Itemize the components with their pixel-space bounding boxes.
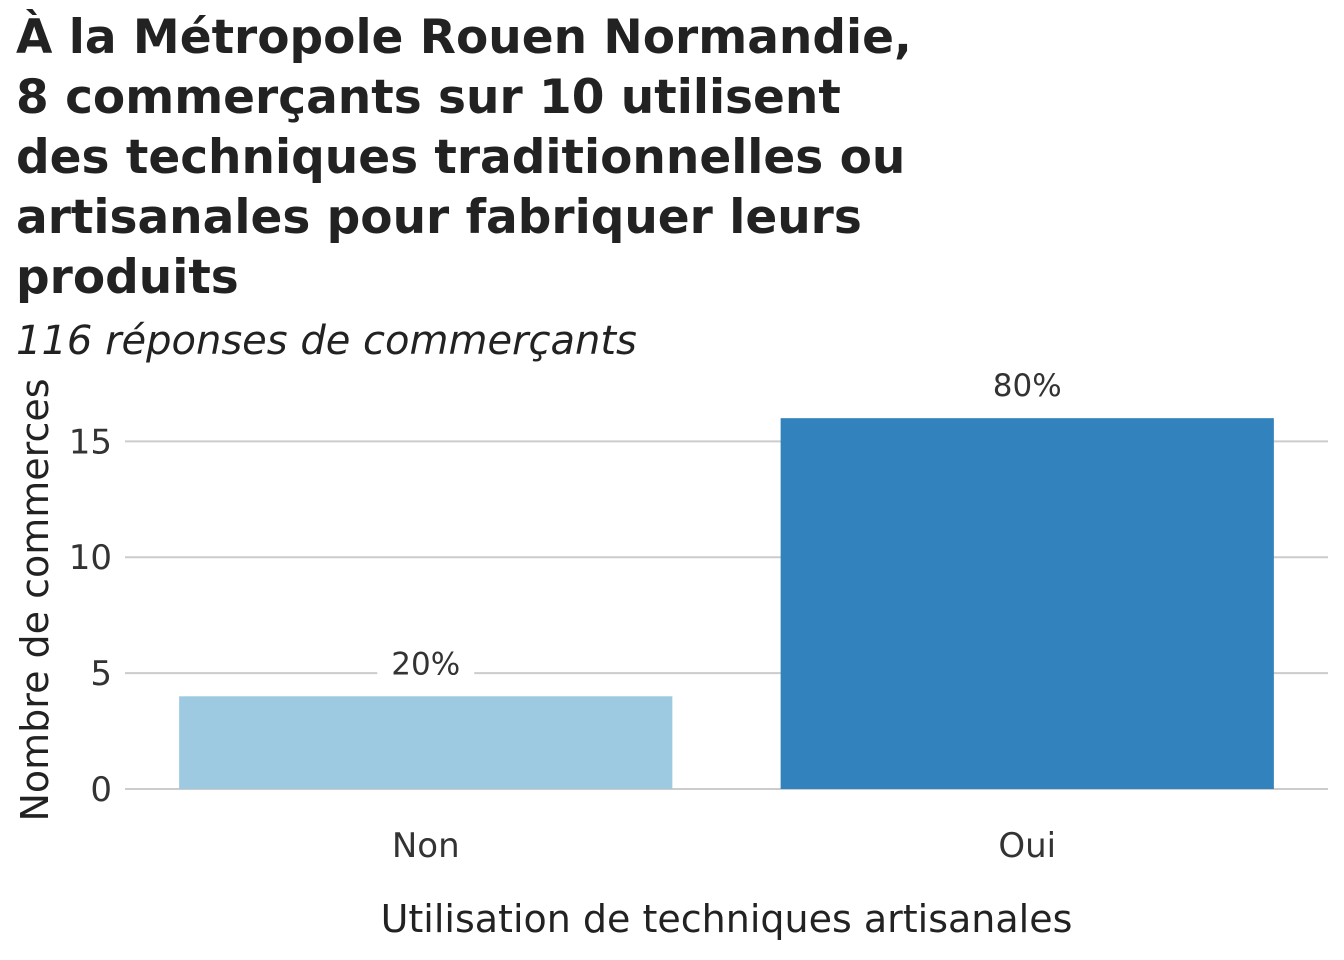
- data-label: 20%: [391, 646, 460, 682]
- x-category-label: Oui: [998, 826, 1056, 866]
- chart-title: À la Métropole Rouen Normandie, 8 commer…: [16, 8, 1016, 308]
- x-axis-category-labels: Non Oui: [392, 826, 1056, 866]
- data-label-background: [377, 642, 475, 687]
- data-label-background: [978, 364, 1076, 409]
- chart-title-line: artisanales pour fabriquer leurs: [16, 190, 862, 245]
- y-tick-label: 5: [90, 654, 112, 694]
- y-tick-label: 0: [90, 770, 112, 810]
- y-tick-label: 15: [69, 422, 112, 462]
- y-axis-title: Nombre de commerces: [13, 378, 57, 821]
- chart-title-line: produits: [16, 250, 239, 305]
- bar: [179, 696, 673, 789]
- data-label: 80%: [993, 368, 1062, 404]
- x-category-label: Non: [392, 826, 460, 866]
- bar: [780, 418, 1274, 789]
- data-labels: 20% 80%: [377, 364, 1076, 687]
- bars: [179, 418, 1274, 789]
- chart-title-line: 8 commerçants sur 10 utilisent: [16, 70, 841, 125]
- chart-subtitle: 116 réponses de commerçants: [16, 318, 637, 364]
- y-axis-tick-labels: 0 5 10 15: [69, 422, 112, 810]
- chart-title-line: des techniques traditionnelles ou: [16, 130, 906, 185]
- y-tick-label: 10: [69, 538, 112, 578]
- x-axis-title: Utilisation de techniques artisanales: [381, 897, 1073, 941]
- chart-title-line: À la Métropole Rouen Normandie,: [16, 10, 912, 65]
